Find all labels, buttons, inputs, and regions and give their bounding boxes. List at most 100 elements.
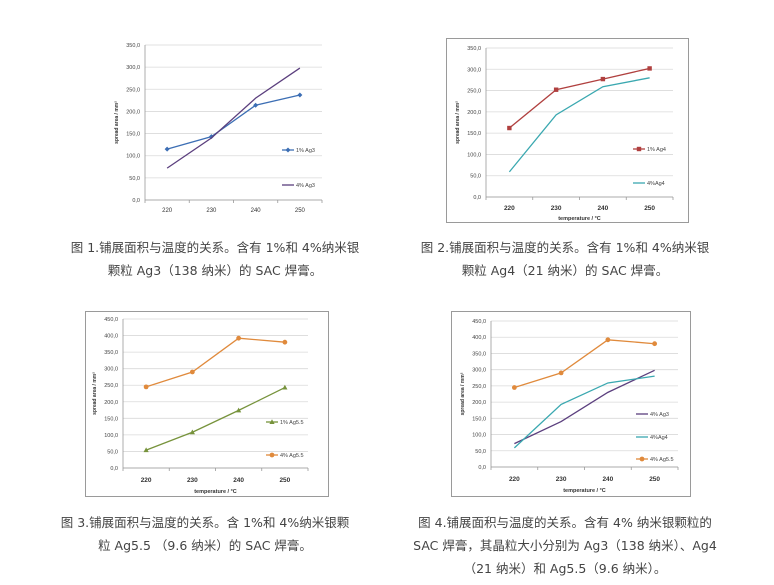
y-tick-label: 150,0 <box>472 416 486 422</box>
caption-line: 图 3.铺展面积与温度的关系。含 1%和 4%纳米银颗 <box>60 515 350 530</box>
y-tick-label: 400,0 <box>472 335 486 341</box>
y-axis-label: spread area / mm² <box>460 372 466 415</box>
caption-figure-2: 图 2.铺展面积与温度的关系。含有 1%和 4%纳米银 颗粒 Ag4（21 纳米… <box>390 236 740 282</box>
y-tick-label: 350,0 <box>126 43 140 49</box>
y-tick-label: 300,0 <box>126 65 140 71</box>
chart-svg: 0,0 50,0 100,0 150,0 200,0 250,0 300,0 350,0 400… <box>92 317 309 495</box>
series-line <box>508 77 650 173</box>
caption-line: 颗粒 Ag3（138 纳米）的 SAC 焊膏。 <box>107 263 323 278</box>
legend-label: 4%Ag4 <box>650 435 668 441</box>
y-tick-label: 450,0 <box>104 317 118 323</box>
chart-3-ag55: 0,0 50,0 100,0 150,0 200,0 250,0 300,0 350,0 400… <box>85 311 329 497</box>
chart-2-ag4: 0,0 50,0 100,0 150,0 200,0 250,0 300,0 350,0 220… <box>446 38 689 223</box>
caption-line: SAC 焊膏，其晶粒大小分别为 Ag3（138 纳米）、Ag4 <box>413 538 717 553</box>
caption-line: （21 纳米）和 Ag5.5（9.6 纳米）。 <box>463 561 667 576</box>
x-tick-label: 220 <box>509 476 520 483</box>
caption-line: 图 1.铺展面积与温度的关系。含有 1%和 4%纳米银 <box>70 240 360 255</box>
data-point <box>143 384 149 390</box>
y-axis-label: spread area / mm² <box>114 101 120 144</box>
data-point <box>269 452 275 458</box>
series-line <box>508 67 650 129</box>
legend-label: 4% Ag3 <box>296 183 315 189</box>
data-point <box>189 369 195 375</box>
x-tick-label: 250 <box>649 476 660 483</box>
y-tick-label: 0,0 <box>132 198 140 204</box>
y-tick-label: 250,0 <box>467 89 481 95</box>
x-tick-label: 220 <box>504 205 515 212</box>
y-tick-label: 50,0 <box>470 174 481 180</box>
y-tick-label: 0,0 <box>478 465 486 471</box>
chart-1-ag3: 0,0 50,0 100,0 150,0 200,0 250,0 300,0 350,0 220… <box>106 36 326 220</box>
x-tick-label: 220 <box>162 208 173 214</box>
y-tick-label: 150,0 <box>104 416 118 422</box>
y-tick-label: 300,0 <box>104 367 118 373</box>
series-line <box>166 67 301 169</box>
y-tick-label: 150,0 <box>126 132 140 138</box>
x-tick-label: 250 <box>644 205 655 212</box>
caption-line: 颗粒 Ag4（21 纳米）的 SAC 焊膏。 <box>461 263 669 278</box>
y-tick-label: 350,0 <box>472 351 486 357</box>
caption-line: 粒 Ag5.5 （9.6 纳米）的 SAC 焊膏。 <box>98 538 312 553</box>
data-point <box>639 456 645 462</box>
data-point <box>282 339 288 345</box>
x-axis-label: temperature / °C <box>558 216 601 222</box>
y-tick-label: 100,0 <box>472 433 486 439</box>
data-point <box>652 341 658 347</box>
y-tick-label: 300,0 <box>467 67 481 73</box>
y-tick-label: 300,0 <box>472 368 486 374</box>
y-tick-label: 200,0 <box>467 110 481 116</box>
series-line <box>145 386 286 451</box>
caption-figure-1: 图 1.铺展面积与温度的关系。含有 1%和 4%纳米银 颗粒 Ag3（138 纳… <box>40 236 390 282</box>
y-axis-label: spread area / mm² <box>92 372 98 415</box>
data-point <box>253 102 259 108</box>
y-tick-label: 50,0 <box>129 176 140 182</box>
x-tick-label: 250 <box>279 477 290 484</box>
data-point <box>236 407 242 413</box>
series-line <box>166 94 301 150</box>
series-line <box>145 337 285 388</box>
data-point <box>647 66 652 71</box>
y-tick-label: 100,0 <box>104 433 118 439</box>
legend-label: 4% Ag3 <box>650 412 669 418</box>
caption-figure-4: 图 4.铺展面积与温度的关系。含有 4% 纳米银颗粒的 SAC 焊膏，其晶粒大小… <box>390 511 740 580</box>
x-tick-label: 250 <box>295 208 306 214</box>
y-tick-label: 0,0 <box>473 195 481 201</box>
y-tick-label: 50,0 <box>475 449 486 455</box>
data-point <box>636 146 642 152</box>
series-line <box>513 375 655 449</box>
y-tick-label: 350,0 <box>467 46 481 52</box>
chart-4-comparison: 0,0 50,0 100,0 150,0 200,0 250,0 300,0 350,0 400… <box>451 311 691 497</box>
x-tick-label: 230 <box>556 476 567 483</box>
x-tick-label: 230 <box>206 208 217 214</box>
caption-line: 图 4.铺展面积与温度的关系。含有 4% 纳米银颗粒的 <box>418 515 712 530</box>
data-point <box>507 125 512 131</box>
y-tick-label: 150,0 <box>467 131 481 137</box>
legend-label: 1% Ag3 <box>296 148 315 154</box>
legend-label: 1% Ag4 <box>647 147 666 153</box>
x-tick-label: 230 <box>551 205 562 212</box>
y-tick-label: 350,0 <box>104 350 118 356</box>
data-point <box>285 147 291 153</box>
y-tick-label: 400,0 <box>104 334 118 340</box>
legend-label: 4% Ag5.5 <box>280 453 304 459</box>
legend-label: 4% Ag5.5 <box>650 457 674 463</box>
data-point <box>189 429 195 435</box>
x-tick-label: 240 <box>597 205 608 212</box>
data-point <box>605 337 611 343</box>
y-axis-label: spread area / mm² <box>455 101 461 144</box>
x-axis-label: temperature / °C <box>563 488 606 494</box>
data-point <box>297 92 303 98</box>
series-line <box>514 339 655 389</box>
data-point <box>164 146 170 152</box>
x-tick-label: 240 <box>251 208 262 214</box>
series-line <box>514 369 655 445</box>
data-point <box>143 447 149 453</box>
y-tick-label: 50,0 <box>107 449 118 455</box>
y-tick-label: 200,0 <box>472 400 486 406</box>
y-tick-label: 100,0 <box>467 152 481 158</box>
y-tick-label: 250,0 <box>126 87 140 93</box>
x-axis-label: temperature / °C <box>194 489 237 495</box>
data-point <box>208 134 214 140</box>
y-tick-label: 0,0 <box>110 466 118 472</box>
y-tick-label: 200,0 <box>104 400 118 406</box>
